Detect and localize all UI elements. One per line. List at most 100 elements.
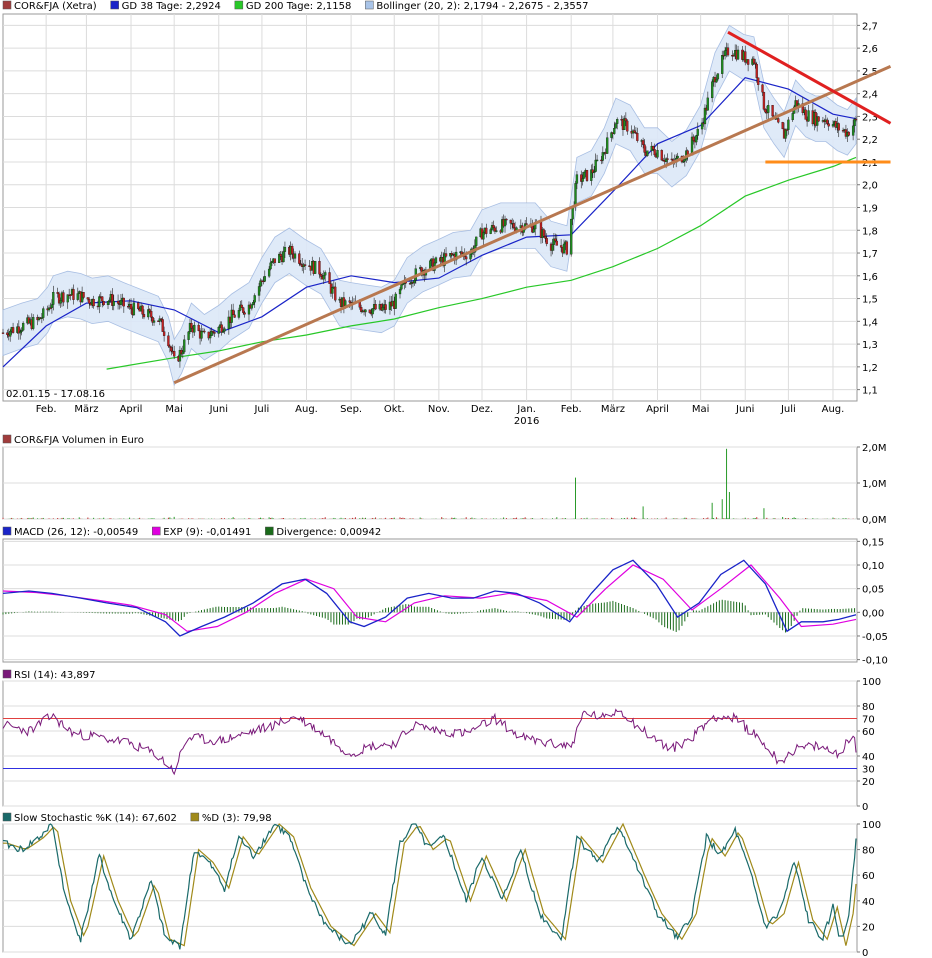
candle-body [715, 78, 718, 83]
candle-body [233, 314, 236, 318]
candle-body [358, 301, 361, 308]
candle-body [161, 319, 164, 332]
candle-body [324, 272, 327, 276]
y-tick-label: 100 [862, 820, 881, 831]
candle-body [273, 258, 277, 263]
legend: Slow Stochastic %K (14): 67,602 %D (3): 7… [2, 812, 272, 824]
y-axis: 0,0M 1,0M 2,0M [3, 443, 887, 526]
candle-body [771, 105, 774, 117]
candle-body [88, 299, 91, 304]
candle-body [605, 137, 609, 154]
candle-body [328, 272, 331, 284]
candle-body [613, 128, 616, 134]
candle-body [827, 123, 830, 127]
candle-body [493, 227, 497, 232]
candle-body [290, 246, 294, 255]
y-tick-label: 1,4 [862, 317, 878, 328]
candle-body [580, 174, 583, 182]
candle-body [374, 304, 377, 310]
candle-body [170, 347, 173, 352]
rsi-level-label: 30 [862, 765, 875, 776]
candle-body [253, 295, 256, 303]
candle-body [616, 119, 619, 124]
candle-body [243, 312, 246, 315]
candle-body [368, 309, 371, 313]
candle-body [269, 262, 272, 270]
candle-body [746, 59, 750, 65]
candle-body [76, 293, 79, 300]
legend-label: %D (3): 79,98 [202, 813, 272, 824]
candle-body [259, 280, 262, 287]
candle-body [664, 158, 668, 162]
legend-label: GD 200 Tage: 2,1158 [246, 1, 352, 12]
candle-body [785, 129, 789, 131]
candle-body [42, 308, 45, 318]
candle-body [505, 218, 508, 221]
legend-label: Divergence: 0,00942 [276, 527, 381, 538]
candle-body [754, 62, 757, 65]
y-tick-label: 0 [862, 948, 868, 958]
candle-body [692, 136, 695, 141]
x-tick-label: April [120, 404, 143, 415]
candle-body [666, 158, 669, 160]
candle-body [187, 331, 190, 340]
y-tick-label: 40 [862, 752, 875, 763]
candle-body [203, 330, 206, 333]
candle-body [711, 81, 714, 99]
candle-body [475, 236, 478, 246]
candle-body [757, 77, 760, 85]
candle-body [585, 169, 589, 181]
stochastic-k-line [2, 823, 857, 950]
candle-body [787, 119, 790, 130]
candle-body [111, 294, 114, 306]
candle-body [682, 161, 685, 163]
legend-label: Slow Stochastic %K (14): 67,602 [14, 813, 177, 824]
candle-body [636, 133, 639, 141]
candle-body [129, 304, 133, 310]
candle-body [147, 309, 150, 318]
candle-body [525, 223, 528, 225]
candle-body [542, 229, 546, 237]
y-tick-label: 20 [862, 922, 875, 933]
y-tick-label: -0,05 [862, 632, 888, 643]
candle-body [183, 339, 186, 353]
y-tick-label: 0,00 [862, 608, 884, 619]
y-tick-label: 80 [862, 846, 875, 857]
candle-body [804, 109, 807, 120]
candle-body [9, 331, 12, 337]
legend: COR&FJA (Xetra) GD 38 Tage: 2,2924 GD 200 … [2, 0, 588, 12]
candle-body [1, 332, 5, 334]
candle-body [853, 118, 856, 127]
x-tick-label: Nov. [428, 404, 450, 415]
candle-body [92, 298, 95, 307]
legend-swatch [2, 526, 12, 536]
candle-body [847, 131, 850, 136]
candle-body [108, 299, 111, 302]
candle-body [197, 324, 200, 331]
y-tick-label: 20 [862, 777, 875, 788]
candle-body [86, 297, 90, 300]
candle-body [831, 124, 835, 127]
candle-body [752, 58, 756, 64]
rsi-panel [2, 680, 858, 807]
candle-body [610, 132, 613, 138]
candle-body [590, 169, 593, 181]
candle-body [82, 292, 85, 298]
candle-body [555, 240, 558, 246]
candle-body [106, 301, 110, 306]
candle-body [181, 351, 184, 355]
candle-body [50, 304, 54, 308]
candle-body [160, 318, 163, 320]
x-tick-label: Jan. [516, 404, 536, 415]
x-tick-label: Mai [165, 404, 183, 415]
candle-body [223, 328, 226, 332]
candle-body [381, 307, 384, 311]
candle-body [178, 349, 182, 362]
candle-body [348, 300, 351, 303]
candle-body [454, 251, 458, 261]
candle-body [581, 178, 584, 182]
y-tick-label: 2,4 [862, 90, 878, 101]
x-tick-label: Mai [692, 404, 710, 415]
legend-swatch [110, 0, 119, 10]
candle-body [837, 123, 840, 131]
